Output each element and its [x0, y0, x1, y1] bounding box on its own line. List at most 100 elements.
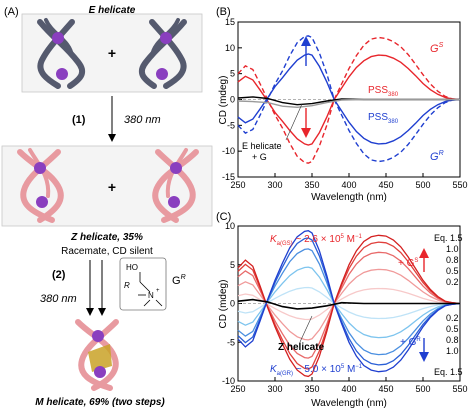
e-left-metal-bottom	[56, 68, 68, 80]
panel-b-gs-label: GS	[430, 42, 444, 55]
panel-b-series-5	[237, 98, 460, 109]
panel-c-gr-series-3	[237, 237, 461, 366]
reagent-r: R	[124, 281, 130, 290]
panel-b-x-tick-label: 300	[267, 180, 282, 190]
e-right-metal-bottom	[156, 68, 168, 80]
panel-c-label: (C)	[216, 211, 231, 223]
panel-c-y-tick-label: 10	[225, 221, 235, 231]
panel-c-gs-series-1	[237, 268, 461, 341]
panel-c-y-tick-label: 5	[230, 260, 235, 270]
panel-b-x-tick-label: 400	[341, 180, 356, 190]
z-right-metal-top	[170, 162, 182, 174]
panel-c-xlabel: Wavelength (nm)	[311, 398, 387, 409]
panel-b-pss-top: PSS380	[368, 85, 399, 98]
panel-b-xlabel: Wavelength (nm)	[311, 192, 387, 203]
panel-b-down-arrowhead	[301, 128, 311, 138]
z-helicate-title: Z helicate, 35%	[70, 232, 143, 243]
panel-c-y-tick-label: -10	[222, 376, 235, 386]
z-left-metal-top	[34, 162, 46, 174]
step1-condition: 380 nm	[124, 114, 161, 126]
panel-c-z-pointer	[299, 315, 313, 343]
reagent-ho: HO	[126, 263, 138, 272]
panel-c-gs-series-3	[237, 241, 461, 370]
step1-label: (1)	[72, 114, 86, 126]
panel-c-eq-top-value: 0.5	[446, 266, 459, 276]
panel-c-gs-series-4	[237, 234, 461, 378]
panel-b-x-tick-label: 550	[452, 180, 467, 190]
panel-c-ylabel: CD (mdeg)	[218, 280, 229, 329]
panel-c-ka-gr: Ka(GR) ~ 5.0 × 105 M−1	[270, 364, 363, 377]
panel-a-label: (A)	[4, 6, 19, 18]
panel-b-series-1	[237, 54, 461, 146]
m-metal-bottom	[94, 366, 106, 378]
panel-c-x-tick-label: 450	[378, 384, 393, 394]
reagent-name: GR	[172, 274, 186, 287]
reagent-n: N	[148, 291, 154, 300]
panel-c-x-tick-label: 250	[230, 384, 245, 394]
panel-c-up-arrowhead	[419, 248, 429, 258]
panel-c-plus-gr: + GR	[400, 337, 421, 348]
panel-b-pss-bottom: PSS380	[368, 112, 399, 125]
panel-b-x-tick-label: 350	[304, 180, 319, 190]
plus-sign-1: +	[108, 45, 116, 61]
panel-c-gr-series-4	[237, 230, 461, 373]
z-left-metal-bottom	[36, 196, 48, 208]
panel-c-gs-series-0	[237, 287, 461, 321]
panel-c-plus-gs: + GS	[398, 258, 418, 269]
panel-c-x-tick-label: 500	[415, 384, 430, 394]
panel-b-x-tick-label: 450	[378, 180, 393, 190]
panel-c-y-tick-label: 0	[230, 299, 235, 309]
panel-b-y-tick-label: 5	[230, 69, 235, 79]
z-helicate-note: Racemate, CD silent	[61, 246, 153, 257]
reagent-plus: +	[156, 288, 160, 294]
z-right-metal-bottom	[168, 196, 180, 208]
panel-b-y-tick-label: -15	[222, 172, 235, 182]
panel-b: (B) 250 300 350 400 450 500 550-15-10-5051015 …	[216, 6, 468, 203]
m-helicate	[75, 319, 119, 391]
panel-c-eq-top-value: 0.2	[446, 277, 459, 287]
panel-b-x-tick-label: 250	[230, 180, 245, 190]
panel-c-eq-bottom-value: 0.5	[446, 324, 459, 334]
panel-b-x-tick-label: 500	[415, 180, 430, 190]
panel-b-e-helicate-line1: E helicate	[242, 141, 282, 151]
panel-b-y-tick-label: -10	[222, 146, 235, 156]
panel-b-e-helicate-pointer	[285, 103, 303, 141]
e-right-metal-top	[160, 32, 172, 44]
panel-b-series-0	[237, 36, 461, 164]
panel-c-x-tick-label: 400	[341, 384, 356, 394]
panel-c-x-tick-label: 550	[452, 384, 467, 394]
panel-c-gr-series-0	[237, 286, 461, 320]
panel-c-z-helicate: Z helicate	[278, 342, 325, 353]
panel-c: (C) 250 300 350 400 450 500 550 -10 -5 0 5 10 Wavel…	[216, 211, 468, 409]
panel-b-gr-label: GR	[430, 150, 444, 163]
panel-c-gr-series-2	[237, 248, 461, 356]
panel-c-eq-bottom: Eq. 1.5	[434, 367, 463, 377]
panel-c-eq-bottom-value: 0.8	[446, 335, 459, 345]
panel-c-gs-series-2	[237, 251, 461, 359]
m-helicate-title: M helicate, 69% (two steps)	[35, 397, 165, 408]
m-metal-top	[92, 330, 104, 342]
panel-c-x-tick-label: 300	[267, 384, 282, 394]
panel-a: (A) E helicate + (1) 380 nm	[1, 5, 213, 408]
panel-b-up-arrowhead	[301, 36, 311, 46]
panel-c-y-tick-label: -5	[227, 337, 235, 347]
panel-c-ka-gs: Ka(GS) ~ 2.6 × 105 M−1	[270, 234, 362, 247]
step2-label: (2)	[52, 269, 66, 281]
panel-c-gr-series-1	[237, 266, 461, 339]
panel-b-series-2	[237, 35, 461, 163]
panel-c-eq-top-value: 0.8	[446, 255, 459, 265]
panel-b-y-tick-label: 10	[225, 43, 235, 53]
panel-b-y-tick-label: -5	[227, 120, 235, 130]
panel-c-eq-top-value: 1.0	[446, 244, 459, 254]
panel-c-eq-top: Eq. 1.5	[434, 233, 463, 243]
panel-c-x-tick-label: 350	[304, 384, 319, 394]
panel-b-label: (B)	[216, 6, 231, 18]
panel-c-down-arrowhead	[419, 352, 429, 362]
panel-c-eq-bottom-value: 1.0	[446, 346, 459, 356]
plus-sign-2: +	[108, 179, 116, 195]
panel-b-y-tick-label: 15	[225, 17, 235, 27]
e-helicate-title: E helicate	[89, 5, 136, 16]
panel-b-series-3	[237, 53, 461, 145]
panel-b-ylabel: CD (mdeg)	[218, 76, 229, 125]
